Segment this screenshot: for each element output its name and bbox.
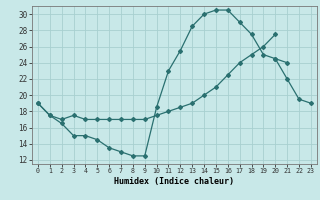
X-axis label: Humidex (Indice chaleur): Humidex (Indice chaleur) <box>115 177 234 186</box>
